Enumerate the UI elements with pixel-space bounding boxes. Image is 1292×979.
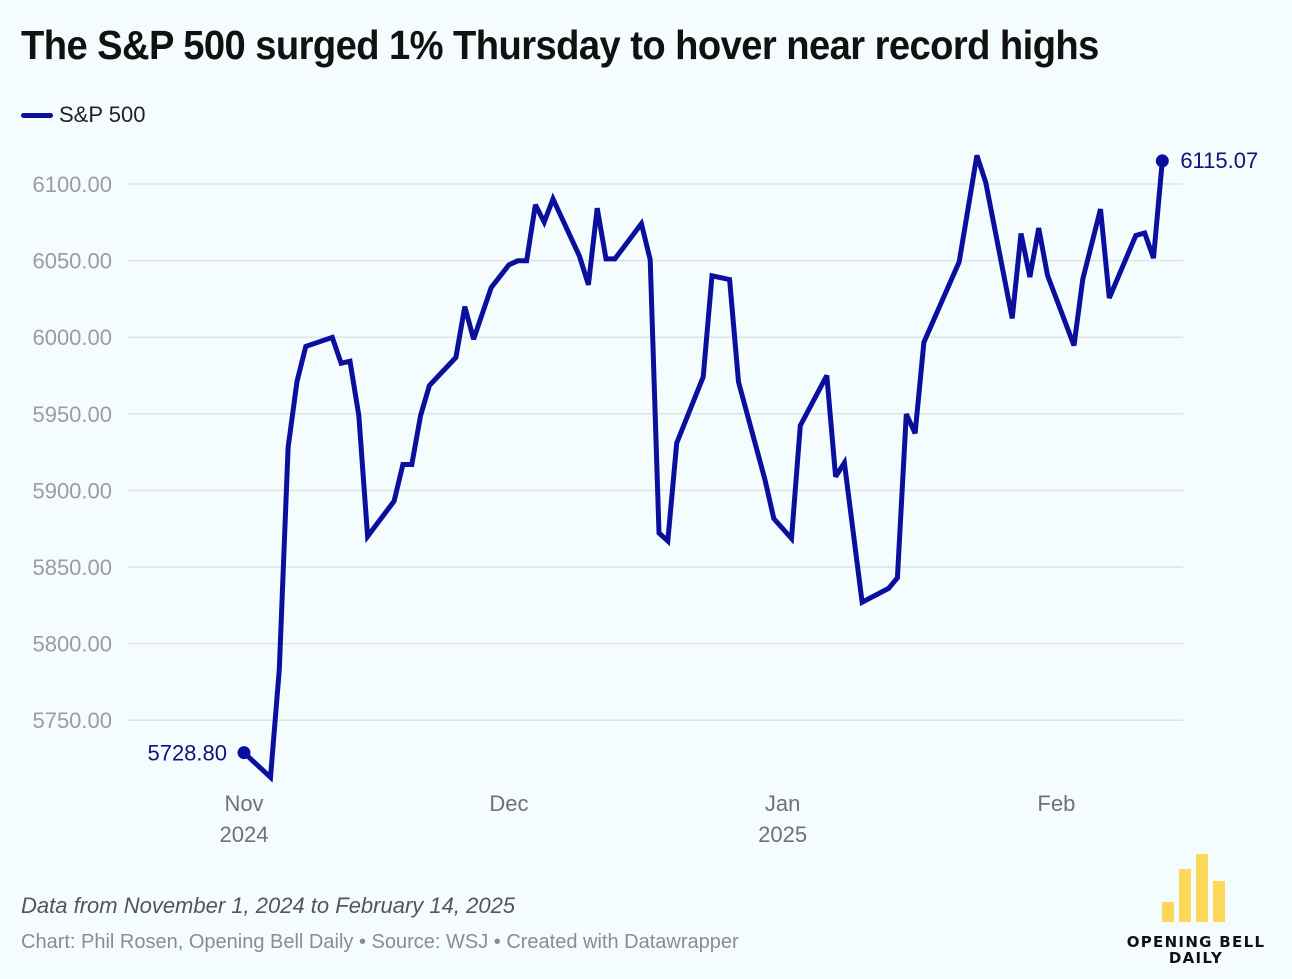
x-tick-label: Feb [1037,791,1075,816]
end-point-marker [1155,154,1169,168]
x-axis: Nov 2024 Dec Jan 2025 Feb [220,791,1076,847]
y-tick-label: 6000.00 [32,325,112,350]
x-tick-label: Dec [489,791,528,816]
logo-text-line1: OPENING BELL [1126,933,1266,951]
logo-bar [1162,901,1174,922]
x-tick-label: Nov [224,791,263,816]
start-value-label: 5728.80 [147,741,227,766]
x-tick-label: Jan [765,791,800,816]
logo-text: OPENING BELL DAILY [1116,934,1276,966]
y-tick-label: 6100.00 [32,172,112,197]
line-chart: 6100.00 6050.00 6000.00 5950.00 5900.00 5850.… [32,148,1258,847]
y-tick-label: 5750.00 [32,708,112,733]
x-tick-year-label: 2024 [220,822,269,847]
sp500-line [241,154,1165,783]
logo-bars-icon [1162,852,1232,922]
y-tick-label: 5950.00 [32,402,112,427]
opening-bell-daily-logo: OPENING BELL DAILY [1116,850,1276,975]
logo-bar [1179,868,1191,922]
y-tick-label: 5800.00 [32,632,112,657]
logo-text-line2: DAILY [1168,949,1224,967]
y-tick-label: 6050.00 [32,249,112,274]
legend-label: S&P 500 [59,102,146,127]
legend: S&P 500 [21,102,145,128]
data-range-note: Data from November 1, 2024 to February 1… [21,893,516,918]
logo-bar [1213,881,1225,922]
start-point-marker [237,746,251,760]
end-value-label: 6115.07 [1180,148,1258,173]
logo-bar [1196,854,1208,922]
y-tick-label: 5850.00 [32,555,112,580]
y-tick-label: 5900.00 [32,478,112,503]
y-axis: 6100.00 6050.00 6000.00 5950.00 5900.00 5850.… [32,172,112,733]
chart-title: The S&P 500 surged 1% Thursday to hover … [21,22,1099,68]
source-credit: Chart: Phil Rosen, Opening Bell Daily • … [21,931,739,953]
legend-line-swatch-icon [21,112,53,118]
x-tick-year-label: 2025 [758,822,807,847]
series-group: 5728.80 6115.07 [147,148,1258,783]
